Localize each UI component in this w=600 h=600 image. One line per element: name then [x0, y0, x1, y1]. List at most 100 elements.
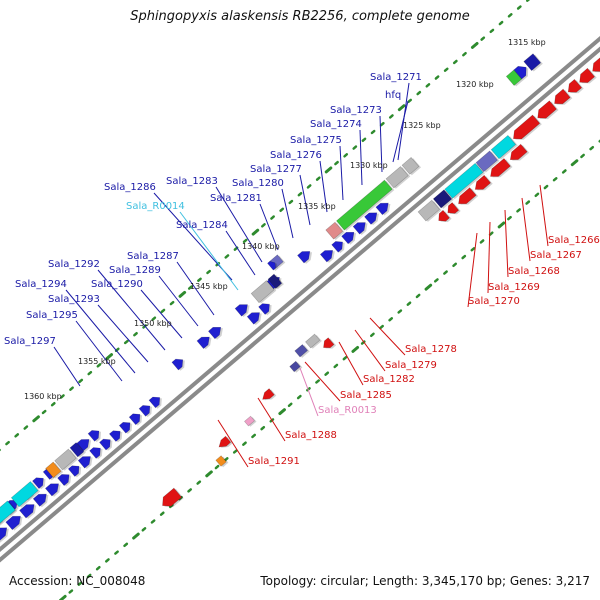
hypothetical-block-body [432, 189, 453, 209]
scale-dot-lower [488, 231, 494, 236]
scale-dot-lower [589, 145, 595, 151]
reverse-gene-outer-body [474, 174, 492, 190]
forward-gene-outer [234, 304, 250, 317]
forward-gene-inner-body [118, 421, 131, 434]
scale-dot-lower [351, 345, 360, 353]
hypothetical-block [523, 53, 543, 72]
scale-dot-lower [141, 527, 147, 532]
rrna-block [10, 481, 41, 508]
scale-dot-lower [278, 408, 286, 416]
forward-gene-inner [44, 483, 61, 497]
reverse-gene-outer [162, 487, 184, 508]
forward-gene-outer-body [87, 430, 100, 442]
forward-gene-inner [246, 312, 262, 326]
hypothetical-block-body [294, 344, 309, 358]
forward-gene-inner-body [246, 312, 260, 325]
leader-layer [53, 82, 549, 468]
forward-gene-inner-body [258, 303, 270, 315]
scale-dot-lower [497, 221, 506, 229]
kbp-1320: 1320 kbp [456, 80, 494, 89]
label-sala-1276: Sala_1276 [270, 150, 322, 161]
forward-gene-inner-body [99, 438, 111, 451]
hypothetical-block-body [305, 333, 321, 349]
scale-dot-upper [416, 90, 422, 96]
backbone-line [0, 46, 600, 563]
reverse-gene-inner [592, 57, 600, 73]
forward-gene-outer [207, 326, 223, 340]
reverse-gene-outer [474, 174, 493, 191]
scale-dot-lower [461, 254, 467, 260]
forward-gene-inner-body [375, 202, 389, 216]
text-layer: 1315 kbp 1320 kbp 1325 kbp 1330 kbp 1335 kbp… [4, 38, 600, 467]
label-sala-1277: Sala_1277 [250, 164, 302, 175]
rna-block [244, 415, 257, 427]
hypothetical-block-body [289, 360, 301, 373]
rrna-block [0, 500, 18, 526]
hypothetical-block-body [417, 199, 441, 222]
scale-dot-upper [261, 223, 266, 228]
label-sala-1292: Sala_1292 [48, 259, 100, 270]
scale-dot-lower [433, 278, 439, 283]
reverse-gene-outer-body [490, 158, 511, 177]
forward-gene-inner-body [341, 232, 355, 245]
scale-dot-upper [480, 36, 486, 41]
forward-gene-inner [331, 241, 345, 254]
scale-dot-lower [196, 480, 202, 485]
forward-gene-outer-body [267, 260, 276, 271]
scale-dot-upper [470, 42, 479, 49]
scale-dot-upper [224, 254, 230, 259]
hypothetical-block [250, 280, 277, 304]
scale-dot-lower [123, 542, 129, 548]
scale-dot-upper [50, 402, 56, 407]
forward-gene-inner [118, 421, 133, 434]
scale-dot-lower [95, 565, 101, 571]
rrna-block [444, 162, 485, 200]
scale-dot-upper [306, 184, 312, 189]
label-sala-1297: Sala_1297 [4, 336, 56, 347]
label-sala-r0014: Sala_R0014 [126, 201, 185, 212]
reverse-gene-outer-body [162, 487, 183, 507]
reverse-gene-inner-body [537, 100, 557, 119]
label-sala-1289-leader [158, 275, 199, 327]
scale-dot-lower [479, 239, 485, 244]
reverse-gene-inner [513, 114, 542, 140]
label-sala-1290: Sala_1290 [91, 279, 143, 290]
scale-dot-upper [397, 104, 406, 112]
topology-label: Topology: circular; Length: 3,345,170 bp… [260, 574, 590, 588]
label-sala-1294-leader [65, 289, 136, 374]
feature-layer [0, 53, 600, 543]
reverse-gene-outer-body [458, 187, 477, 205]
scale-dot-upper [334, 160, 339, 166]
scale-dot-upper [69, 386, 74, 391]
accession-label: Accession: NC_008048 [9, 574, 146, 588]
scale-dot-upper [5, 440, 10, 446]
hypothetical-block [294, 344, 310, 358]
forward-gene-inner-body [5, 515, 21, 531]
label-sala-1277-leader [299, 174, 311, 226]
label-sala-1269-leader [487, 221, 491, 294]
reverse-gene-inner-body [579, 67, 596, 83]
label-sala-1280: Sala_1280 [232, 178, 284, 189]
scale-dot-lower [406, 301, 412, 306]
scale-dot-upper [425, 83, 431, 88]
backbone-layer [0, 36, 600, 563]
reverse-gene-outer [490, 158, 513, 178]
scale-dot-lower [388, 317, 394, 322]
scale-dot-lower [260, 425, 266, 431]
label-sala-1285-leader [304, 361, 341, 402]
scale-dot-lower [214, 464, 220, 470]
scale-dot-upper [96, 363, 102, 368]
label-sala-1269: Sala_1269 [488, 282, 540, 293]
label-sala-1293-leader [97, 304, 149, 363]
label-sala-1284-leader [225, 230, 256, 276]
label-sala-1293: Sala_1293 [48, 294, 100, 305]
scale-dot-upper [343, 153, 349, 158]
forward-gene-inner [364, 212, 379, 226]
label-sala-1286: Sala_1286 [104, 182, 156, 193]
kbp-1335: 1335 kbp [298, 202, 336, 211]
forward-gene-inner-body [89, 447, 101, 459]
rrna-block-body [490, 134, 517, 160]
label-sala-1286-leader [153, 192, 233, 281]
label-sala-1266: Sala_1266 [548, 235, 600, 246]
label-sala-1280-leader [281, 188, 294, 239]
